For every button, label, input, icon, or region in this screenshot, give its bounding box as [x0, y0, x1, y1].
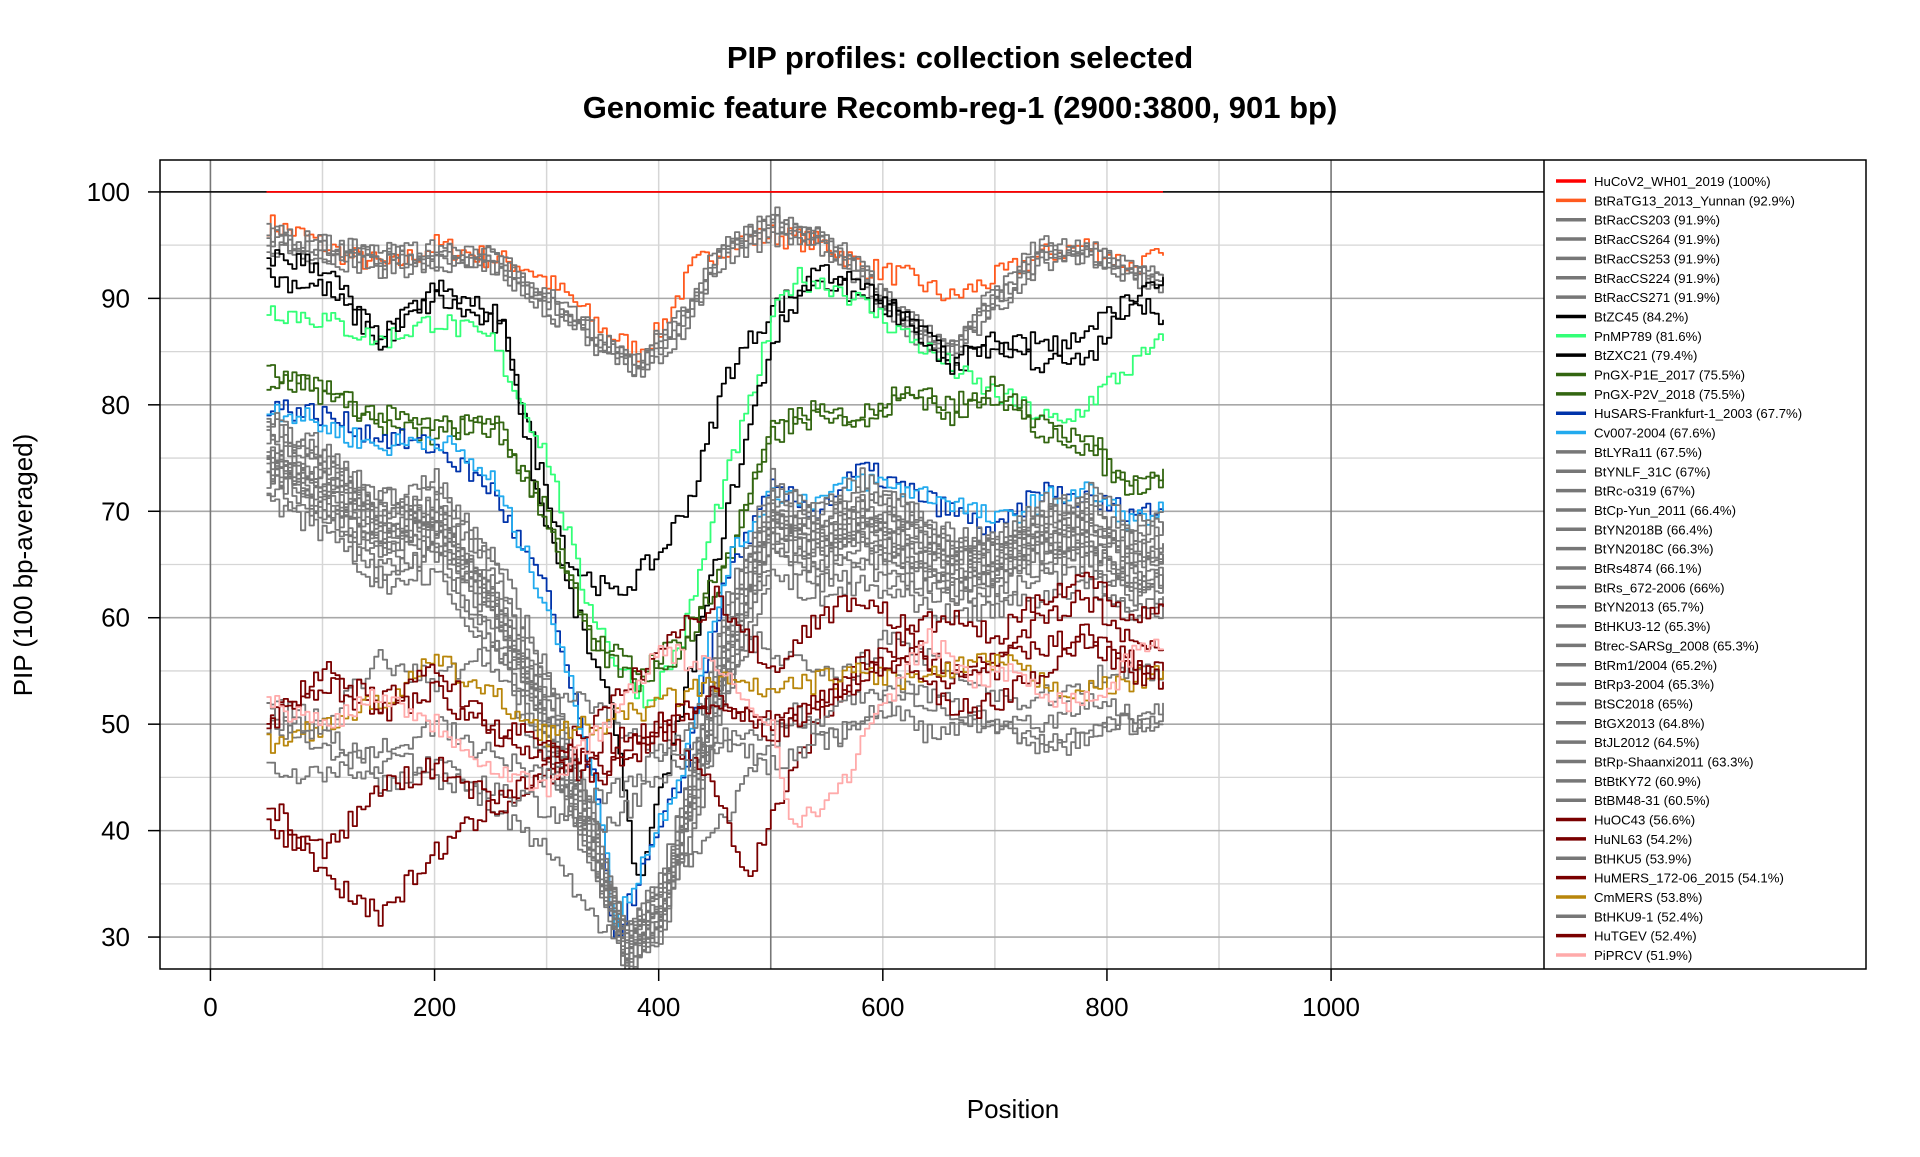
x-axis-label: Position — [967, 1094, 1060, 1124]
series-line — [266, 623, 1164, 860]
axes-layer: 0 200 400 600 800 1000 30 40 50 60 70 80 90 100 — [87, 177, 1360, 1022]
series-line — [266, 692, 1164, 805]
legend-entry-label: BtBM48-31 (60.5%) — [1594, 793, 1710, 808]
x-tick-label: 200 — [413, 992, 456, 1022]
chart-subtitle: Genomic feature Recomb-reg-1 (2900:3800,… — [583, 90, 1338, 125]
legend: HuCoV2_WH01_2019 (100%) BtRaTG13_2013_Yun… — [1556, 174, 1802, 963]
series-line — [266, 214, 1164, 371]
series-line — [266, 214, 1164, 378]
legend-entry-label: BtRp-Shaanxi2011 (63.3%) — [1594, 755, 1754, 770]
y-tick-label: 50 — [101, 709, 130, 739]
legend-entry-label: BtZC45 (84.2%) — [1594, 309, 1689, 324]
x-tick-label: 600 — [861, 992, 904, 1022]
legend-entry-label: BtRaTG13_2013_Yunnan (92.9%) — [1594, 193, 1795, 208]
legend-entry-label: BtRc-o319 (67%) — [1594, 484, 1695, 499]
legend-entry-label: BtRacCS253 (91.9%) — [1594, 251, 1720, 266]
legend-entry-label: BtRacCS203 (91.9%) — [1594, 213, 1720, 228]
plot-frame — [159, 159, 1867, 970]
legend-entry-label: BtJL2012 (64.5%) — [1594, 735, 1700, 750]
y-tick-label: 80 — [101, 390, 130, 420]
series-layer — [266, 191, 1164, 969]
series-line — [266, 652, 1164, 754]
legend-entry-label: Btrec-SARSg_2008 (65.3%) — [1594, 638, 1759, 653]
series-line — [266, 364, 1164, 676]
y-tick-label: 60 — [101, 603, 130, 633]
legend-entry-label: HuNL63 (54.2%) — [1594, 832, 1692, 847]
series-line — [266, 571, 1164, 762]
y-tick-label: 70 — [101, 496, 130, 526]
legend-entry-label: HuCoV2_WH01_2019 (100%) — [1594, 174, 1771, 189]
series-line — [266, 474, 1164, 935]
x-tick-label: 1000 — [1302, 992, 1360, 1022]
legend-entry-label: BtHKU9-1 (52.4%) — [1594, 909, 1703, 924]
series-line — [266, 628, 1164, 828]
series-line — [266, 374, 1164, 693]
legend-entry-label: BtYNLF_31C (67%) — [1594, 464, 1711, 479]
legend-entry-label: HuOC43 (56.6%) — [1594, 813, 1695, 828]
y-tick-label: 40 — [101, 816, 130, 846]
chart-title: PIP profiles: collection selected — [727, 40, 1193, 75]
legend-entry-label: BtYN2018C (66.3%) — [1594, 542, 1713, 557]
legend-entry-label: HuSARS-Frankfurt-1_2003 (67.7%) — [1594, 406, 1802, 421]
legend-entry-label: CmMERS (53.8%) — [1594, 890, 1702, 905]
legend-entry-label: BtYN2013 (65.7%) — [1594, 600, 1704, 615]
y-tick-label: 100 — [87, 177, 130, 207]
y-axis-label: PIP (100 bp-averaged) — [8, 434, 38, 697]
legend-entry-label: BtBtKY72 (60.9%) — [1594, 774, 1701, 789]
series-line — [266, 267, 1164, 597]
x-tick-label: 0 — [203, 992, 217, 1022]
legend-entry-label: HuTGEV (52.4%) — [1594, 929, 1697, 944]
legend-entry-label: Cv007-2004 (67.6%) — [1594, 426, 1716, 441]
legend-entry-label: BtRs_672-2006 (66%) — [1594, 580, 1724, 595]
legend-entry-label: BtRacCS264 (91.9%) — [1594, 232, 1720, 247]
series-line — [266, 633, 1164, 775]
legend-entry-label: PnGX-P2V_2018 (75.5%) — [1594, 387, 1745, 402]
series-line — [266, 486, 1164, 964]
legend-entry-label: BtHKU3-12 (65.3%) — [1594, 619, 1711, 634]
legend-entry-label: PiPRCV (51.9%) — [1594, 948, 1692, 963]
legend-entry-label: BtRs4874 (66.1%) — [1594, 561, 1702, 576]
legend-entry-label: PnMP789 (81.6%) — [1594, 329, 1702, 344]
y-tick-label: 30 — [101, 922, 130, 952]
series-line — [266, 214, 1164, 363]
legend-entry-label: BtRp3-2004 (65.3%) — [1594, 677, 1714, 692]
legend-entry-label: BtLYRa11 (67.5%) — [1594, 445, 1702, 460]
series-line — [266, 403, 1164, 928]
x-tick-label: 800 — [1085, 992, 1128, 1022]
legend-entry-label: BtZXC21 (79.4%) — [1594, 348, 1697, 363]
legend-entry-label: BtSC2018 (65%) — [1594, 696, 1693, 711]
series-line — [266, 249, 1164, 877]
series-line — [266, 206, 1164, 368]
x-tick-label: 400 — [637, 992, 680, 1022]
legend-entry-label: BtRm1/2004 (65.2%) — [1594, 658, 1717, 673]
y-tick-label: 90 — [101, 283, 130, 313]
legend-entry-label: BtRacCS224 (91.9%) — [1594, 271, 1720, 286]
series-line — [266, 266, 1164, 709]
legend-entry-label: BtHKU5 (53.9%) — [1594, 851, 1691, 866]
series-line — [266, 589, 1164, 927]
legend-entry-label: BtYN2018B (66.4%) — [1594, 522, 1713, 537]
legend-entry-label: PnGX-P1E_2017 (75.5%) — [1594, 368, 1745, 383]
legend-entry-label: BtCp-Yun_2011 (66.4%) — [1594, 503, 1736, 518]
legend-entry-label: BtGX2013 (64.8%) — [1594, 716, 1705, 731]
series-line — [266, 213, 1164, 378]
legend-entry-label: HuMERS_172-06_2015 (54.1%) — [1594, 871, 1784, 886]
series-line — [266, 674, 1164, 833]
series-line — [266, 494, 1164, 969]
legend-entry-label: BtRacCS271 (91.9%) — [1594, 290, 1720, 305]
